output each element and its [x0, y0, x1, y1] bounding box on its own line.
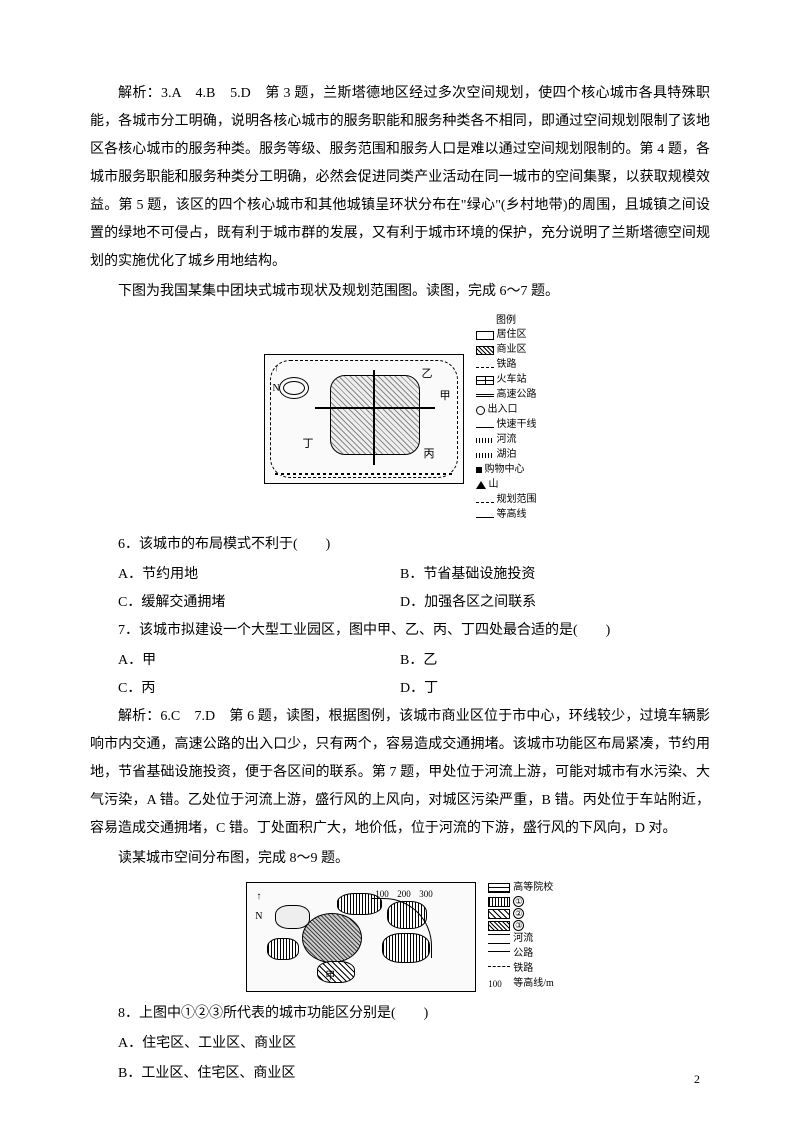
- intro-q8-9: 读某城市空间分布图，完成 8～9 题。: [90, 845, 710, 873]
- q6-stem: 6．该城市的布局模式不利于( ): [90, 531, 710, 559]
- q8-opt-b[interactable]: B．工业区、住宅区、商业区: [90, 1060, 710, 1088]
- q8-stem: 8．上图中①②③所代表的城市功能区分别是( ): [90, 1000, 710, 1028]
- label-jia-2: 甲: [325, 967, 335, 987]
- legend-title: 图例: [476, 314, 537, 328]
- contour-300: 300: [419, 885, 433, 903]
- label-bing: 丙: [424, 443, 435, 465]
- q6-options-ab: A．节约用地 B．节省基础设施投资: [90, 561, 710, 589]
- q7-opt-c[interactable]: C．丙: [90, 675, 400, 703]
- figure-1-row: N 乙 甲 丙 丁 图例 居住区 商业区 铁路 火车站 高速公路 出入口 快速干…: [90, 314, 710, 523]
- q6-opt-c[interactable]: C．缓解交通拥堵: [90, 589, 400, 617]
- figure-2-row: N 100 200 300 甲 高等院校 ① ② ③ 河流 公路 铁路 100等…: [90, 881, 710, 992]
- label-jia: 甲: [440, 385, 451, 407]
- page-number: 2: [694, 1067, 700, 1091]
- q6-opt-d[interactable]: D．加强各区之间联系: [400, 589, 710, 617]
- intro-q6-7: 下图为我国某集中团块式城市现状及规划范围图。读图，完成 6～7 题。: [90, 278, 710, 306]
- figure-1-map: N 乙 甲 丙 丁: [264, 354, 464, 484]
- q7-opt-a[interactable]: A．甲: [90, 647, 400, 675]
- figure-1-legend: 图例 居住区 商业区 铁路 火车站 高速公路 出入口 快速干线 河流 湖泊 购物…: [476, 314, 537, 523]
- north-indicator-2: N: [255, 887, 262, 927]
- analysis-q6-7: 解析：6.C 7.D 第 6 题，读图，根据图例，该城市商业区位于市中心，环线较…: [90, 703, 710, 843]
- q7-stem: 7．该城市拟建设一个大型工业园区，图中甲、乙、丙、丁四处最合适的是( ): [90, 617, 710, 645]
- figure-2-legend: 高等院校 ① ② ③ 河流 公路 铁路 100等高线/m: [488, 881, 554, 992]
- label-yi: 乙: [422, 363, 433, 385]
- label-ding: 丁: [303, 433, 314, 455]
- q7-opt-b[interactable]: B．乙: [400, 647, 710, 675]
- figure-2-map: N 100 200 300 甲: [246, 882, 476, 992]
- analysis-q3-5: 解析：3.A 4.B 5.D 第 3 题，兰斯塔德地区经过多次空间规划，使四个核…: [90, 80, 710, 276]
- q7-options-ab: A．甲 B．乙: [90, 647, 710, 675]
- q7-opt-d[interactable]: D．丁: [400, 675, 710, 703]
- q8-opt-a[interactable]: A．住宅区、工业区、商业区: [90, 1030, 710, 1058]
- q7-options-cd: C．丙 D．丁: [90, 675, 710, 703]
- q6-opt-a[interactable]: A．节约用地: [90, 561, 400, 589]
- q6-options-cd: C．缓解交通拥堵 D．加强各区之间联系: [90, 589, 710, 617]
- q6-opt-b[interactable]: B．节省基础设施投资: [400, 561, 710, 589]
